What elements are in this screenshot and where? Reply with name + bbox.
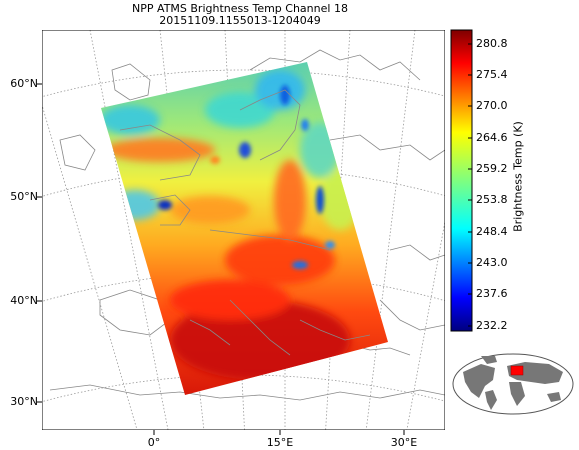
colorbar-tick-label: 232.2 [476,319,508,332]
colorbar-tick-label: 253.8 [476,193,508,206]
lon-label-0: 0° [147,436,161,449]
axis-ticks [37,83,405,435]
lat-label-50n: 50°N [10,190,38,203]
map-subtitle: 20151109.1155013-1204049 [159,14,321,27]
brightness-temp-swath [101,62,388,395]
world-locator-map [452,353,574,415]
colorbar-tick-label: 280.8 [476,37,508,50]
colorbar-tick-label: 248.4 [476,225,508,238]
colorbar-tick-label: 259.2 [476,162,508,175]
colorbar-tick-label: 264.6 [476,131,508,144]
lat-label-30n: 30°N [10,395,38,408]
lat-label-40n: 40°N [10,294,38,307]
lat-label-60n: 60°N [10,77,38,90]
colorbar-tick-label: 270.0 [476,99,508,112]
colorbar [450,29,473,332]
lon-label-15e: 15°E [266,436,294,449]
colorbar-tick-label: 275.4 [476,68,508,81]
lon-label-30e: 30°E [390,436,418,449]
colorbar-title: Brightness Temp (K) [511,121,525,232]
colorbar-tick-label: 237.6 [476,287,508,300]
map-panel [42,30,445,430]
colorbar-tick-label: 243.0 [476,256,508,269]
map-title: NPP ATMS Brightness Temp Channel 18 [132,2,348,15]
